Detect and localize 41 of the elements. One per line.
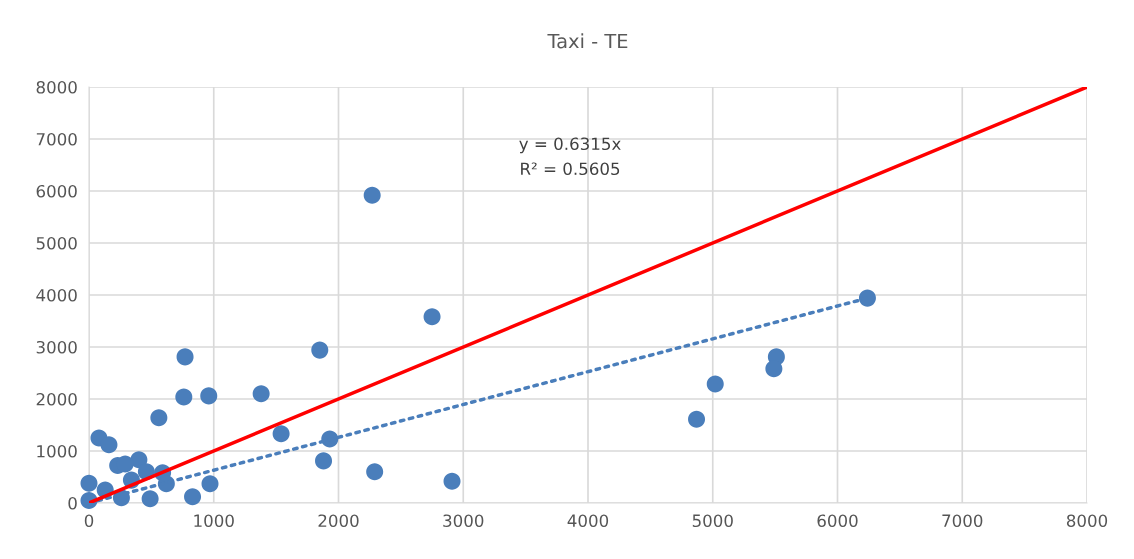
y-tick-label: 5000 (36, 236, 77, 250)
point (688, 410, 706, 428)
point (141, 490, 159, 508)
point (176, 348, 194, 366)
point (184, 488, 202, 506)
annotation: R² = 0.5605 (521, 162, 620, 176)
point (311, 341, 329, 359)
x-tick-label: 6000 (817, 514, 858, 528)
annotation: y = 0.6315x (519, 137, 621, 154)
point (443, 472, 461, 490)
x-tick-label: 5000 (692, 514, 733, 528)
x-tick-label: 2000 (318, 514, 359, 528)
y-tick-label: 1000 (37, 444, 77, 458)
point (366, 463, 384, 481)
y-tick-label: 2000 (36, 392, 77, 406)
point (423, 308, 441, 326)
y-tick-label: 6000 (36, 184, 77, 198)
point (363, 186, 381, 204)
x-tick-label: 7000 (942, 514, 983, 528)
point (315, 452, 333, 470)
point (252, 385, 270, 403)
chart-title: Taxi - TE (547, 33, 628, 49)
point (150, 409, 168, 427)
y-tick-label: 7000 (36, 132, 77, 146)
point (100, 436, 118, 454)
point (765, 360, 783, 378)
point (272, 425, 290, 443)
point (80, 474, 98, 492)
x-tick-label: 1000 (194, 514, 234, 528)
x-tick-label: 4000 (567, 514, 609, 528)
y-tick-label: 3000 (36, 340, 77, 354)
x-tick-label: 8000 (1066, 514, 1108, 528)
point (706, 375, 724, 393)
x-tick-label: 3000 (443, 514, 484, 528)
y-tick-label: 4000 (36, 288, 77, 302)
y-tick-label: 8000 (36, 80, 77, 94)
point (175, 388, 193, 406)
point (200, 387, 218, 405)
y-tick-label: 0 (68, 496, 77, 510)
point (201, 475, 219, 493)
x-tick-label: 0 (84, 514, 94, 528)
